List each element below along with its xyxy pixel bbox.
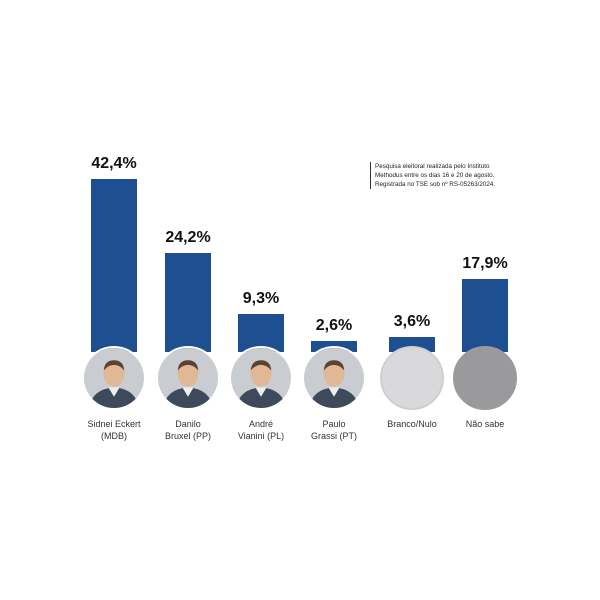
category-label: Danilo Bruxel (PP) xyxy=(133,418,243,442)
bar xyxy=(238,314,284,352)
category-label: Não sabe xyxy=(430,418,540,430)
category-label-line: Vianini (PL) xyxy=(237,431,285,441)
bar-value-label: 24,2% xyxy=(165,229,211,246)
placeholder-circle-icon xyxy=(453,346,517,410)
placeholder-circle-icon xyxy=(380,346,444,410)
category-label-line: (MDB) xyxy=(101,431,127,441)
category-label-line: Bruxel (PP) xyxy=(164,431,211,441)
category-label-line: Danilo xyxy=(175,419,201,429)
category-label: Sidnei Eckert (MDB) xyxy=(59,418,169,442)
bar-value-label: 3,6% xyxy=(393,313,431,330)
category-label: André Vianini (PL) xyxy=(206,418,316,442)
bar-value-label: 42,4% xyxy=(91,155,137,172)
category-label-line: Não sabe xyxy=(465,419,505,429)
bar-value-label: 9,3% xyxy=(242,290,280,307)
category-label-line: Sidnei Eckert xyxy=(87,419,141,429)
person-photo-icon xyxy=(82,346,146,410)
category-label: Paulo Grassi (PT) xyxy=(279,418,389,442)
source-note: Pesquisa eleitoral realizada pelo Instit… xyxy=(370,162,525,189)
source-note-line: Methodus entre os dias 16 e 20 de agosto… xyxy=(375,172,495,179)
category-label: Branco/Nulo xyxy=(357,418,467,430)
bar xyxy=(462,279,508,352)
bar xyxy=(91,179,137,352)
source-note-line: Pesquisa eleitoral realizada pelo Instit… xyxy=(375,163,490,170)
category-label-line: Branco/Nulo xyxy=(387,419,437,429)
person-photo-icon xyxy=(156,346,220,410)
bar-value-label: 17,9% xyxy=(462,255,508,272)
person-photo-icon xyxy=(229,346,293,410)
source-note-line: Registrada no TSE sob nº RS-05263/2024. xyxy=(375,181,496,188)
bar xyxy=(165,253,211,352)
bar-value-label: 2,6% xyxy=(315,317,353,334)
category-label-line: Grassi (PT) xyxy=(311,431,357,441)
category-label-line: Paulo xyxy=(322,419,346,429)
person-photo-icon xyxy=(302,346,366,410)
category-label-line: André xyxy=(248,419,274,429)
